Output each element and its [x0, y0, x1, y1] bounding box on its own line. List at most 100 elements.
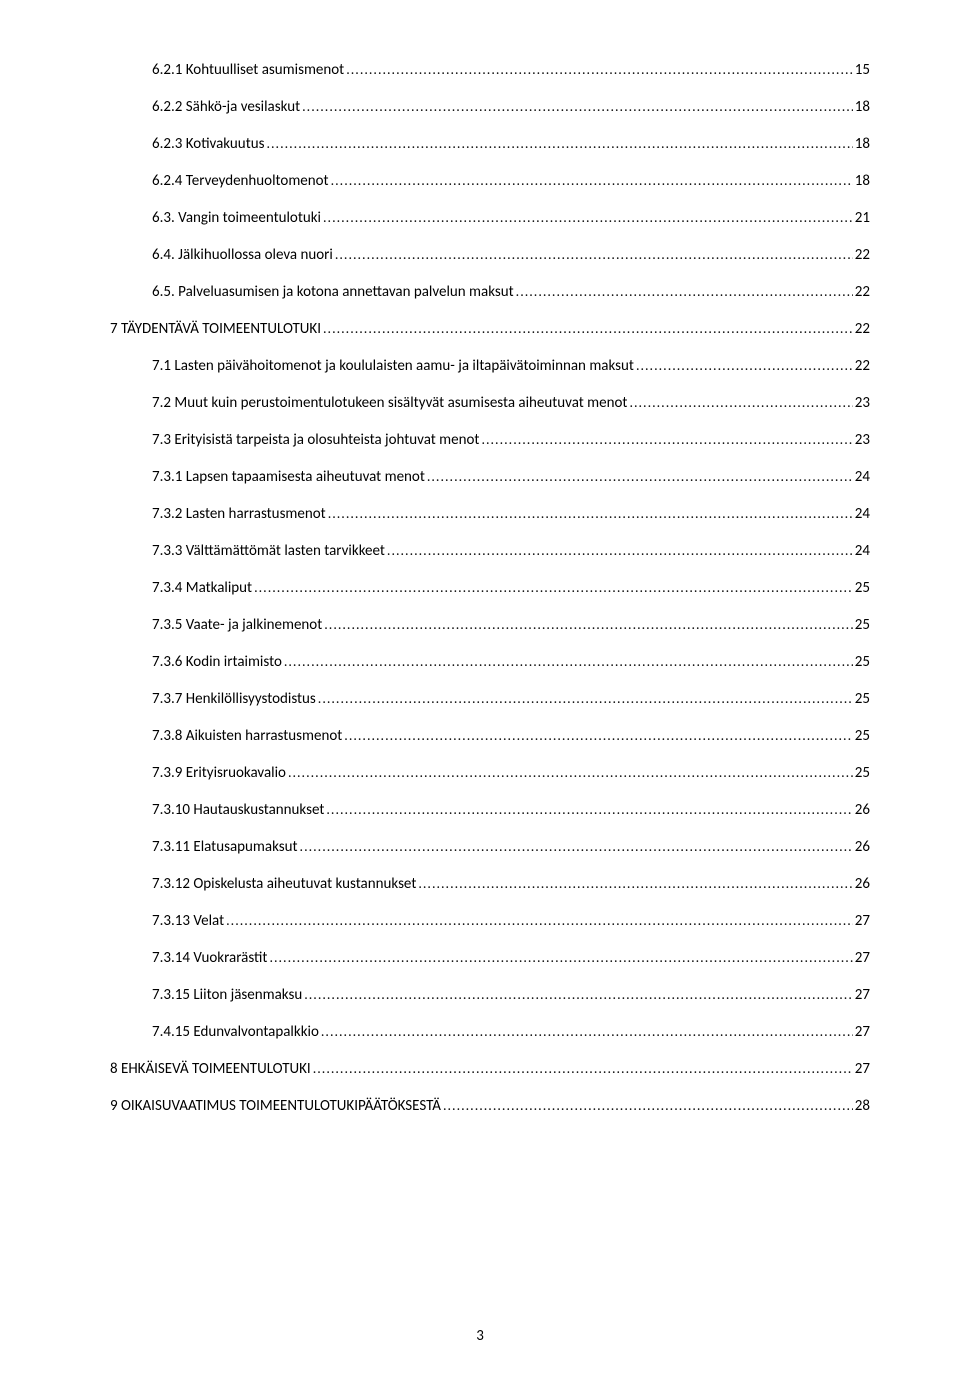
toc-page-number: 26 [855, 874, 870, 895]
toc-page-number: 22 [855, 282, 870, 303]
table-of-contents: 6.2.1 Kohtuulliset asumismenot 15 6.2.2 Sä… [110, 60, 870, 1117]
toc-entry[interactable]: 7.3.7 Henkilöllisyystodistus 25 [110, 689, 870, 710]
toc-leader-dots [324, 615, 853, 636]
toc-entry[interactable]: 7.3.9 Erityisruokavalio 25 [110, 763, 870, 784]
toc-entry[interactable]: 7.3.5 Vaate- ja jalkinemenot 25 [110, 615, 870, 636]
toc-entry[interactable]: 7.3.14 Vuokrarästit 27 [110, 948, 870, 969]
toc-label: 9 OIKAISUVAATIMUS TOIMEENTULOTUKIPÄÄTÖKS… [110, 1096, 441, 1117]
toc-label: 7.3.13 Velat [152, 911, 224, 932]
toc-page-number: 27 [855, 1059, 870, 1080]
toc-label: 7.3.6 Kodin irtaimisto [152, 652, 282, 673]
toc-entry[interactable]: 7.3.10 Hautauskustannukset 26 [110, 800, 870, 821]
toc-leader-dots [335, 245, 853, 266]
toc-entry[interactable]: 6.4. Jälkihuollossa oleva nuori 22 [110, 245, 870, 266]
toc-entry[interactable]: 6.2.2 Sähkö-ja vesilaskut 18 [110, 97, 870, 118]
toc-label: 7.3.2 Lasten harrastusmenot [152, 504, 326, 525]
toc-leader-dots [313, 1059, 853, 1080]
toc-leader-dots [481, 430, 852, 451]
toc-entry[interactable]: 7.3.4 Matkaliput 25 [110, 578, 870, 599]
toc-label: 6.2.2 Sähkö-ja vesilaskut [152, 97, 300, 118]
toc-leader-dots [323, 208, 853, 229]
toc-page-number: 23 [855, 393, 870, 414]
toc-page-number: 23 [855, 430, 870, 451]
toc-label: 7.4.15 Edunvalvontapalkkio [152, 1022, 319, 1043]
toc-entry[interactable]: 7.3.2 Lasten harrastusmenot 24 [110, 504, 870, 525]
toc-page-number: 22 [855, 245, 870, 266]
toc-entry[interactable]: 6.2.4 Terveydenhuoltomenot 18 [110, 171, 870, 192]
toc-label: 6.5. Palveluasumisen ja kotona annettava… [152, 282, 514, 303]
toc-page-number: 18 [855, 171, 870, 192]
page-number: 3 [0, 1327, 960, 1345]
toc-entry[interactable]: 7.3.13 Velat27 [110, 911, 870, 932]
toc-leader-dots [300, 837, 853, 858]
toc-page-number: 25 [855, 689, 870, 710]
toc-entry[interactable]: 6.2.1 Kohtuulliset asumismenot 15 [110, 60, 870, 81]
toc-label: 7.3.4 Matkaliput [152, 578, 252, 599]
toc-leader-dots [323, 319, 853, 340]
toc-page-number: 24 [855, 541, 870, 562]
toc-page-number: 22 [855, 319, 870, 340]
toc-leader-dots [254, 578, 853, 599]
toc-entry[interactable]: 6.2.3 Kotivakuutus18 [110, 134, 870, 155]
toc-entry[interactable]: 7.3.11 Elatusapumaksut26 [110, 837, 870, 858]
toc-entry[interactable]: 6.3. Vangin toimeentulotuki 21 [110, 208, 870, 229]
toc-entry[interactable]: 7.3.3 Välttämättömät lasten tarvikkeet24 [110, 541, 870, 562]
toc-page-number: 18 [855, 97, 870, 118]
toc-page-number: 27 [855, 1022, 870, 1043]
toc-leader-dots [304, 985, 853, 1006]
toc-page-number: 25 [855, 578, 870, 599]
toc-leader-dots [288, 763, 853, 784]
toc-entry[interactable]: 7.3.15 Liiton jäsenmaksu27 [110, 985, 870, 1006]
toc-leader-dots [302, 97, 853, 118]
toc-leader-dots [427, 467, 853, 488]
toc-label: 7.3.10 Hautauskustannukset [152, 800, 324, 821]
toc-entry[interactable]: 7.2 Muut kuin perustoimentulotukeen sisä… [110, 393, 870, 414]
toc-entry[interactable]: 7.3.12 Opiskelusta aiheutuvat kustannuks… [110, 874, 870, 895]
toc-page-number: 24 [855, 467, 870, 488]
toc-label: 6.2.4 Terveydenhuoltomenot [152, 171, 329, 192]
toc-label: 7.3.9 Erityisruokavalio [152, 763, 286, 784]
toc-entry[interactable]: 9 OIKAISUVAATIMUS TOIMEENTULOTUKIPÄÄTÖKS… [110, 1096, 870, 1117]
toc-page-number: 21 [855, 208, 870, 229]
toc-leader-dots [269, 948, 852, 969]
toc-entry[interactable]: 7.3 Erityisistä tarpeista ja olosuhteist… [110, 430, 870, 451]
toc-label: 7.3.8 Aikuisten harrastusmenot [152, 726, 342, 747]
toc-entry[interactable]: 7 TÄYDENTÄVÄ TOIMEENTULOTUKI 22 [110, 319, 870, 340]
toc-leader-dots [331, 171, 853, 192]
toc-entry[interactable]: 7.4.15 Edunvalvontapalkkio 27 [110, 1022, 870, 1043]
toc-label: 7.3.12 Opiskelusta aiheutuvat kustannuks… [152, 874, 416, 895]
toc-entry[interactable]: 6.5. Palveluasumisen ja kotona annettava… [110, 282, 870, 303]
toc-label: 6.4. Jälkihuollossa oleva nuori [152, 245, 333, 266]
toc-page-number: 24 [855, 504, 870, 525]
toc-label: 7.3.15 Liiton jäsenmaksu [152, 985, 302, 1006]
toc-leader-dots [321, 1022, 853, 1043]
toc-label: 7.3.7 Henkilöllisyystodistus [152, 689, 316, 710]
toc-label: 7.3.5 Vaate- ja jalkinemenot [152, 615, 322, 636]
toc-page-number: 25 [855, 615, 870, 636]
toc-entry[interactable]: 7.3.8 Aikuisten harrastusmenot 25 [110, 726, 870, 747]
toc-page-number: 25 [855, 763, 870, 784]
toc-entry[interactable]: 7.1 Lasten päivähoitomenot ja koululaist… [110, 356, 870, 377]
toc-leader-dots [326, 800, 852, 821]
toc-page-number: 15 [855, 60, 870, 81]
toc-label: 6.3. Vangin toimeentulotuki [152, 208, 321, 229]
toc-entry[interactable]: 7.3.1 Lapsen tapaamisesta aiheutuvat men… [110, 467, 870, 488]
toc-label: 7.3.14 Vuokrarästit [152, 948, 267, 969]
toc-label: 6.2.3 Kotivakuutus [152, 134, 264, 155]
toc-label: 7.3.11 Elatusapumaksut [152, 837, 298, 858]
toc-entry[interactable]: 8 EHKÄISEVÄ TOIMEENTULOTUKI27 [110, 1059, 870, 1080]
toc-page-number: 26 [855, 800, 870, 821]
toc-label: 7 TÄYDENTÄVÄ TOIMEENTULOTUKI [110, 319, 321, 340]
toc-label: 7.2 Muut kuin perustoimentulotukeen sisä… [152, 393, 627, 414]
toc-entry[interactable]: 7.3.6 Kodin irtaimisto 25 [110, 652, 870, 673]
toc-page-number: 25 [855, 726, 870, 747]
toc-page-number: 25 [855, 652, 870, 673]
toc-leader-dots [318, 689, 853, 710]
toc-leader-dots [284, 652, 853, 673]
toc-leader-dots [226, 911, 853, 932]
toc-page-number: 27 [855, 948, 870, 969]
toc-leader-dots [266, 134, 852, 155]
toc-label: 7.3 Erityisistä tarpeista ja olosuhteist… [152, 430, 479, 451]
toc-leader-dots [344, 726, 853, 747]
toc-label: 6.2.1 Kohtuulliset asumismenot [152, 60, 344, 81]
